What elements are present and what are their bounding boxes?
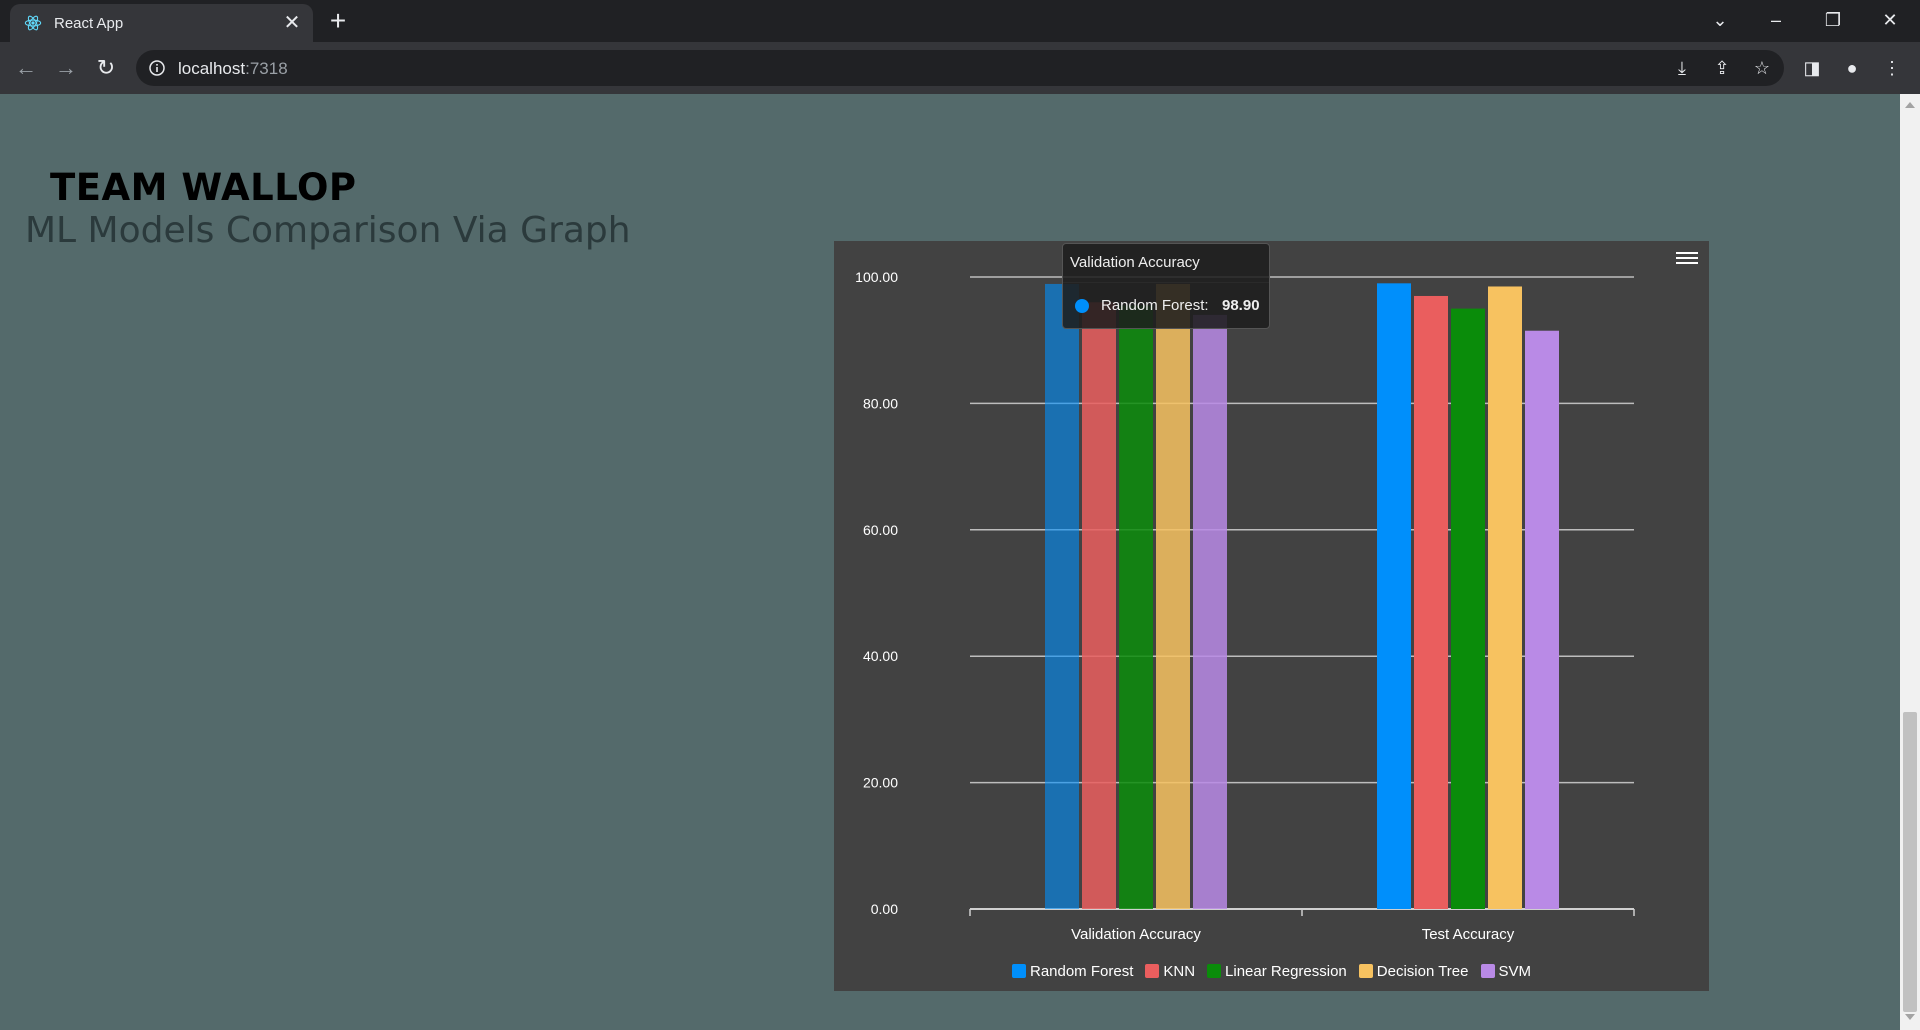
close-tab-icon[interactable]: ✕	[283, 12, 301, 34]
bar	[1045, 283, 1079, 909]
y-tick-label: 40.00	[863, 648, 898, 664]
url-text: localhost:7318	[178, 59, 288, 79]
y-tick-label: 0.00	[871, 901, 898, 917]
x-category-label: Validation Accuracy	[1071, 926, 1201, 943]
scroll-up-arrow-icon[interactable]	[1905, 102, 1915, 108]
team-heading: TEAM WALLOP	[50, 166, 357, 209]
bar	[1451, 308, 1485, 910]
y-tick-label: 80.00	[863, 395, 898, 411]
back-icon[interactable]: ←	[15, 55, 37, 80]
star-icon[interactable]: ☆	[1753, 58, 1771, 78]
forward-icon[interactable]: →	[55, 55, 77, 80]
bar	[1414, 295, 1448, 910]
bar	[1525, 330, 1559, 910]
address-bar[interactable]: localhost:7318	[136, 50, 1784, 86]
browser-toolbar: ← → ↻ localhost:7318 ⤓ ⇪ ☆ ◨ ● ⋮	[0, 42, 1920, 94]
tooltip-series-name: Random Forest:	[1101, 297, 1209, 314]
y-tick-label: 100.00	[855, 269, 898, 285]
bar	[1377, 283, 1411, 909]
tooltip-divider	[1063, 282, 1269, 283]
more-icon[interactable]: ⋮	[1883, 58, 1901, 78]
profile-icon[interactable]: ●	[1846, 58, 1858, 78]
legend-item[interactable]: Random Forest	[1011, 963, 1134, 980]
tooltip-value: 98.90	[1222, 297, 1260, 314]
bar	[1119, 305, 1153, 909]
tab-strip: React App ✕ + ⌄ – ❐ ✕	[0, 0, 1920, 42]
chart-svg: 0.00 20.00 40.00 60.00 80.00 100.00 Validation…	[855, 269, 1635, 943]
page-content: TEAM WALLOP ML Models Comparison Via Gra…	[0, 94, 1900, 1030]
legend-item[interactable]: KNN	[1145, 963, 1195, 980]
bar	[1193, 314, 1227, 909]
new-tab-button[interactable]: +	[329, 5, 347, 36]
y-tick-label: 20.00	[863, 775, 898, 791]
legend-label: Decision Tree	[1376, 963, 1469, 980]
bar	[1156, 283, 1190, 909]
minimize-icon[interactable]: –	[1770, 10, 1781, 30]
legend-label: SVM	[1498, 963, 1532, 980]
legend-item[interactable]: Decision Tree	[1358, 963, 1469, 980]
x-category-label: Test Accuracy	[1422, 926, 1515, 943]
legend-label: Random Forest	[1029, 963, 1134, 980]
url-host: localhost	[178, 59, 246, 78]
browser-tab[interactable]: React App ✕	[10, 4, 313, 42]
y-tick-label: 60.00	[863, 522, 898, 538]
legend-label: Linear Regression	[1225, 963, 1347, 980]
react-logo-icon	[24, 15, 42, 31]
tab-search-icon[interactable]: ⌄	[1712, 10, 1728, 30]
chart-tooltip: Validation Accuracy Random Forest: 98.90	[1062, 243, 1270, 329]
share-icon[interactable]: ⇪	[1714, 58, 1730, 78]
chart-menu-icon[interactable]	[1676, 249, 1698, 267]
restore-icon[interactable]: ❐	[1824, 10, 1842, 30]
tab-title: React App	[54, 15, 124, 32]
legend-label: KNN	[1163, 963, 1196, 980]
scroll-down-arrow-icon[interactable]	[1905, 1014, 1915, 1020]
legend-swatch	[1358, 964, 1373, 978]
legend-swatch	[1480, 964, 1495, 978]
bar	[1082, 302, 1116, 909]
url-port: :7318	[245, 59, 288, 78]
legend-swatch	[1145, 964, 1160, 978]
scrollbar-thumb[interactable]	[1903, 712, 1917, 1012]
tooltip-title: Validation Accuracy	[1070, 254, 1200, 271]
info-icon[interactable]	[148, 59, 166, 77]
tooltip-series-dot	[1075, 299, 1089, 313]
close-window-icon[interactable]: ✕	[1882, 10, 1898, 30]
page-subtitle: ML Models Comparison Via Graph	[25, 210, 631, 251]
legend-item[interactable]: SVM	[1480, 963, 1532, 980]
bar-chart: 0.00 20.00 40.00 60.00 80.00 100.00 Validation…	[834, 241, 1709, 991]
reload-icon[interactable]: ↻	[96, 55, 116, 80]
legend-item[interactable]: Linear Regression	[1207, 963, 1347, 980]
sidepanel-icon[interactable]: ◨	[1803, 58, 1821, 78]
chart-legend: Random Forest KNN Linear Regression Decisio…	[834, 963, 1709, 980]
install-icon[interactable]: ⤓	[1678, 58, 1686, 78]
bar	[1488, 286, 1522, 910]
page-scrollbar[interactable]	[1900, 94, 1920, 1030]
legend-swatch	[1207, 964, 1222, 978]
legend-swatch	[1011, 964, 1026, 978]
